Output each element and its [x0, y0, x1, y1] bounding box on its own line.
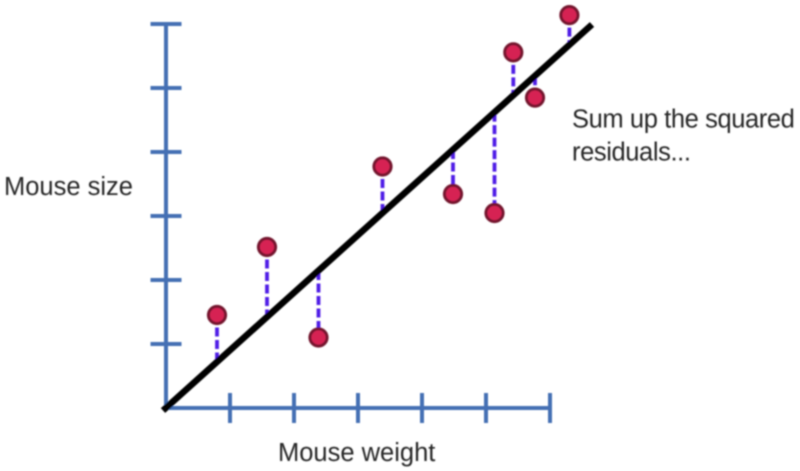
- svg-text:Mouse weight: Mouse weight: [278, 439, 435, 467]
- svg-text:residuals...: residuals...: [572, 139, 691, 167]
- svg-text:Sum up the squared: Sum up the squared: [572, 106, 794, 134]
- svg-text:Mouse size: Mouse size: [4, 173, 133, 201]
